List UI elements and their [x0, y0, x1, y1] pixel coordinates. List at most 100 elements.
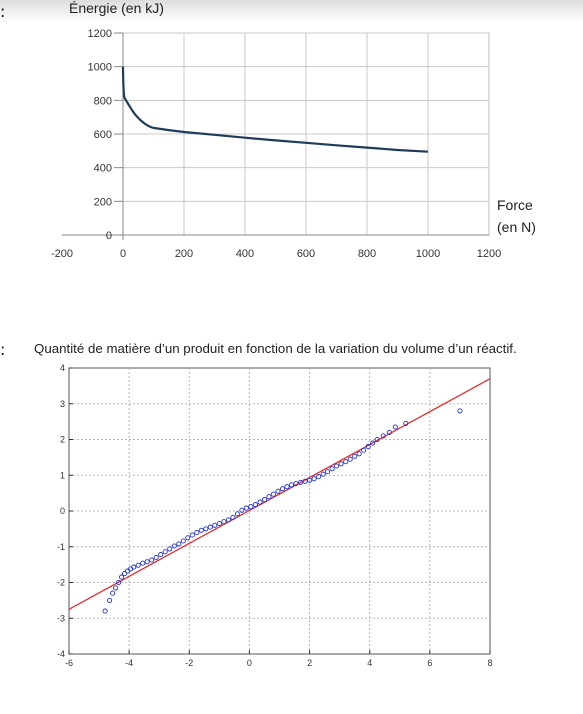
- chart1-y-tick-label: 1200: [88, 28, 112, 40]
- chart2-y-tick-label: 1: [60, 470, 65, 480]
- chart2-y-tick-label: -4: [57, 649, 65, 659]
- chart2-data-point: [329, 466, 335, 472]
- chart1-series-line: [121, 66, 429, 153]
- chart2-y-tick-label: 2: [60, 435, 65, 445]
- chart2-x-tick-label: -4: [125, 658, 133, 668]
- chart1-x-tick-label: 600: [297, 248, 315, 260]
- chart2-data-point: [380, 433, 386, 439]
- chart2-data-point: [221, 519, 227, 525]
- chart2-y-tick-label: -2: [57, 578, 65, 588]
- chart2-data-point: [374, 436, 380, 443]
- quantity-volume-chart: Quantité de matière d’un produit en fonc…: [34, 341, 517, 668]
- chart2-data-point: [320, 471, 326, 477]
- chart2-data-point: [189, 532, 195, 538]
- chart2-data-point: [365, 444, 371, 450]
- chart1-x-tick-label: 400: [236, 248, 254, 260]
- chart2-data-point: [370, 440, 376, 446]
- chart2-data-point: [356, 451, 362, 457]
- chart2-data-point: [131, 564, 137, 570]
- chart2-y-tick-label: -3: [57, 613, 65, 623]
- edge-mark-top: :: [0, 2, 6, 21]
- chart2-data-point: [266, 494, 272, 500]
- chart2-data-point: [216, 520, 222, 527]
- chart2-data-point: [257, 499, 263, 505]
- chart2-plot-frame: [68, 367, 491, 655]
- chart2-data-point: [316, 474, 322, 480]
- window-top-bar: [0, 0, 583, 22]
- chart2-data-point: [284, 484, 290, 490]
- chart2-data-point: [158, 552, 164, 558]
- chart2-data-point: [116, 579, 122, 586]
- chart2-data-point: [180, 538, 186, 544]
- chart2-data-point: [162, 549, 168, 555]
- chart2-x-tick-label: 6: [427, 658, 432, 668]
- chart1-x-tick-label: 0: [120, 248, 126, 260]
- chart2-data-point: [347, 456, 353, 462]
- chart2-fit-line: [68, 378, 491, 610]
- chart2-data-point: [275, 488, 281, 494]
- chart2-data-point: [207, 524, 213, 530]
- chart1-y-tick-label: 800: [94, 95, 112, 107]
- chart1-y-tick-label: 200: [94, 196, 112, 208]
- chart2-data-point: [325, 469, 331, 475]
- chart1-x-tick-label: 1000: [416, 248, 440, 260]
- chart1-y-tick-label: 600: [94, 129, 112, 141]
- chart2-data-point: [338, 461, 344, 467]
- chart2-y-tick-label: 4: [60, 363, 65, 373]
- chart2-data-point: [392, 424, 398, 430]
- chart1-x-tick-label: 800: [358, 248, 376, 260]
- chart1-x-tick-label: 1200: [477, 248, 501, 260]
- chart2-x-tick-label: 0: [247, 658, 252, 668]
- edge-mark-middle: :: [0, 340, 6, 359]
- chart2-data-point: [293, 480, 299, 487]
- chart2-data-point: [302, 478, 308, 484]
- chart2-data-point: [203, 526, 209, 532]
- chart1-y-tick-label: 400: [94, 163, 112, 175]
- chart2-data-point: [298, 479, 304, 485]
- chart2-data-point: [135, 562, 141, 568]
- chart2-data-point: [386, 429, 392, 435]
- chart2-data-point: [243, 505, 249, 511]
- chart2-data-point: [171, 543, 177, 549]
- chart2-data-point: [119, 574, 125, 580]
- chart2-data-point: [307, 477, 313, 483]
- chart2-data-point: [343, 459, 349, 465]
- chart2-data-point: [107, 597, 113, 603]
- chart2-data-point: [239, 507, 245, 513]
- chart2-data-point: [225, 517, 231, 523]
- chart2-data-point: [198, 527, 204, 533]
- chart2-data-point: [234, 511, 240, 517]
- chart2-data-point: [113, 585, 119, 591]
- chart2-data-point: [270, 491, 277, 497]
- chart1-y-tick-label: 0: [106, 230, 112, 242]
- chart2-data-point: [248, 504, 254, 510]
- chart2-data-point: [261, 497, 268, 503]
- chart2-y-tick-label: -1: [57, 542, 65, 552]
- chart2-data-point: [149, 557, 155, 563]
- chart2-data-point: [153, 554, 159, 561]
- chart1-y-axis-label: Énergie (en kJ): [69, 0, 164, 16]
- chart2-data-point: [279, 486, 286, 492]
- chart2-x-tick-label: 8: [487, 658, 492, 668]
- chart2-data-point: [230, 514, 236, 520]
- chart1-x-tick-label: 200: [175, 248, 193, 260]
- chart2-title: Quantité de matière d’un produit en fonc…: [34, 341, 517, 356]
- chart1-x-tick-label: -200: [51, 248, 73, 260]
- chart2-x-tick-label: 2: [307, 658, 312, 668]
- chart2-data-point: [457, 408, 463, 414]
- chart2-data-point: [122, 571, 128, 577]
- chart2-data-point: [252, 502, 258, 508]
- chart2-data-point: [144, 559, 150, 565]
- chart2-x-tick-label: -2: [185, 658, 193, 668]
- chart2-data-point: [110, 590, 116, 596]
- chart2-data-point: [194, 529, 200, 536]
- energy-force-chart: 0 200 400 600 800 1000 1200 -200 0 200 400 600 800 10…: [51, 0, 536, 260]
- chart2-data-point: [185, 535, 191, 541]
- chart2-x-tick-label: -6: [65, 658, 73, 668]
- chart2-x-tick-label: 4: [367, 658, 372, 668]
- chart1-x-axis-label-line1: Force: [497, 197, 533, 213]
- chart2-data-point: [212, 522, 218, 528]
- chart2-data-point: [403, 420, 409, 426]
- chart2-data-point: [167, 546, 173, 552]
